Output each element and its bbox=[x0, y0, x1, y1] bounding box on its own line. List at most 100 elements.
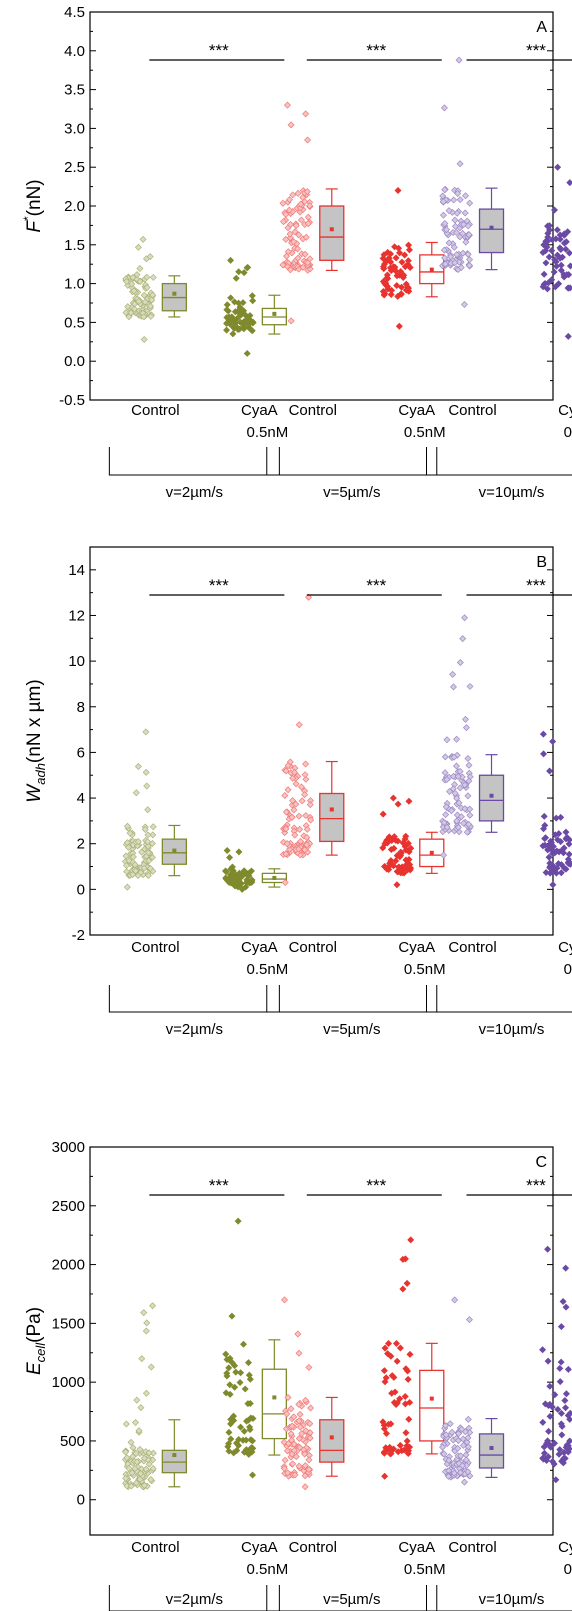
control-data-point bbox=[283, 840, 291, 848]
control-data-point bbox=[288, 1422, 296, 1430]
treated-data-point bbox=[226, 854, 234, 862]
control-data-point bbox=[454, 189, 462, 197]
control-data-point bbox=[306, 202, 314, 210]
control-data-point bbox=[289, 1460, 297, 1468]
control-data-point bbox=[131, 1418, 139, 1426]
treated-data-point bbox=[401, 263, 409, 271]
treated-data-point bbox=[234, 1217, 242, 1225]
control-data-point bbox=[146, 864, 154, 872]
control-data-point bbox=[289, 774, 297, 782]
control-data-point bbox=[295, 1349, 303, 1357]
control-data-point bbox=[465, 231, 473, 239]
y-tick-label: 2000 bbox=[52, 1257, 85, 1274]
treated-box bbox=[419, 1369, 445, 1442]
group-label: v=2µm/s bbox=[166, 1591, 223, 1608]
x-category-label-treated-dose: 0.5nM bbox=[564, 961, 572, 978]
control-mean-marker bbox=[172, 291, 177, 296]
treated-data-point bbox=[224, 1443, 232, 1451]
control-data-point bbox=[294, 245, 302, 253]
control-data-point bbox=[290, 768, 298, 776]
control-data-point bbox=[143, 782, 151, 790]
treated-data-point bbox=[541, 1400, 549, 1408]
control-data-point bbox=[304, 259, 312, 267]
treated-data-point bbox=[545, 253, 553, 261]
treated-data-point bbox=[230, 298, 238, 306]
control-data-point bbox=[290, 806, 298, 814]
significance-stars: *** bbox=[209, 576, 229, 595]
treated-data-point bbox=[540, 1443, 548, 1451]
treated-data-point bbox=[557, 1323, 565, 1331]
control-data-point bbox=[145, 857, 153, 865]
group-bracket bbox=[266, 985, 438, 1013]
treated-data-point bbox=[551, 206, 558, 214]
control-data-point bbox=[464, 1468, 472, 1476]
y-tick-label: 0.0 bbox=[64, 353, 85, 370]
control-data-point bbox=[445, 1456, 453, 1464]
treated-data-point bbox=[562, 828, 570, 836]
control-data-point bbox=[284, 762, 292, 770]
treated-data-point bbox=[539, 842, 547, 850]
treated-data-point bbox=[386, 1443, 394, 1451]
control-data-point bbox=[147, 1476, 155, 1483]
control-data-point bbox=[464, 250, 472, 258]
treated-data-point bbox=[227, 865, 235, 873]
control-data-point bbox=[453, 251, 461, 259]
control-data-point bbox=[140, 1309, 148, 1317]
control-data-point bbox=[466, 682, 474, 690]
treated-data-point bbox=[401, 1400, 409, 1408]
treated-data-point bbox=[542, 259, 550, 267]
treated-data-point bbox=[246, 1400, 254, 1408]
control-data-point bbox=[303, 841, 311, 849]
control-data-point bbox=[460, 1478, 468, 1486]
treated-data-point bbox=[561, 864, 568, 872]
control-data-point bbox=[462, 715, 470, 723]
control-data-point bbox=[281, 1456, 289, 1464]
control-data-point bbox=[456, 767, 464, 775]
control-data-point bbox=[449, 670, 457, 678]
treated-data-point bbox=[404, 1375, 412, 1383]
treated-data-point bbox=[379, 810, 387, 818]
control-data-point bbox=[442, 1422, 450, 1430]
control-data-point bbox=[456, 1469, 464, 1477]
treated-data-point bbox=[401, 251, 409, 259]
y-tick-label: 2 bbox=[77, 836, 85, 853]
treated-data-point bbox=[402, 1429, 410, 1437]
y-tick-label: 0 bbox=[77, 881, 85, 898]
control-data-point bbox=[443, 823, 451, 831]
treated-data-point bbox=[543, 237, 551, 245]
control-data-point bbox=[301, 1462, 309, 1470]
control-data-point bbox=[144, 872, 152, 880]
treated-data-point bbox=[392, 857, 400, 865]
treated-data-point bbox=[398, 283, 406, 291]
treated-data-point bbox=[396, 1344, 404, 1352]
treated-data-point bbox=[401, 835, 409, 843]
y-tick-label: 4 bbox=[77, 790, 85, 807]
treated-data-point bbox=[227, 1415, 235, 1423]
treated-data-point bbox=[566, 284, 572, 292]
control-data-point bbox=[305, 1363, 313, 1371]
plot-frame bbox=[89, 546, 554, 936]
control-data-point bbox=[295, 812, 303, 820]
treated-data-point bbox=[556, 1378, 564, 1386]
treated-data-point bbox=[248, 292, 256, 300]
y-tick-label: 8 bbox=[77, 699, 85, 716]
control-data-point bbox=[283, 1410, 291, 1418]
treated-data-point bbox=[235, 876, 243, 884]
control-data-point bbox=[457, 1452, 465, 1460]
treated-data-point bbox=[394, 837, 402, 845]
y-axis-label: Wadh(nN x µm) bbox=[24, 679, 48, 802]
treated-data-point bbox=[559, 1459, 567, 1467]
control-data-point bbox=[143, 283, 151, 291]
control-data-point bbox=[464, 222, 472, 230]
control-data-point bbox=[464, 1415, 472, 1423]
control-data-point bbox=[131, 1465, 139, 1473]
group-bracket bbox=[108, 447, 280, 476]
control-data-point bbox=[295, 721, 303, 729]
control-data-point bbox=[447, 253, 455, 261]
treated-data-point bbox=[246, 1375, 254, 1383]
treated-data-point bbox=[237, 307, 245, 315]
control-data-point bbox=[123, 278, 131, 285]
treated-data-point bbox=[385, 254, 393, 262]
group-label: v=10µm/s bbox=[479, 1021, 545, 1038]
treated-data-point bbox=[539, 730, 547, 738]
